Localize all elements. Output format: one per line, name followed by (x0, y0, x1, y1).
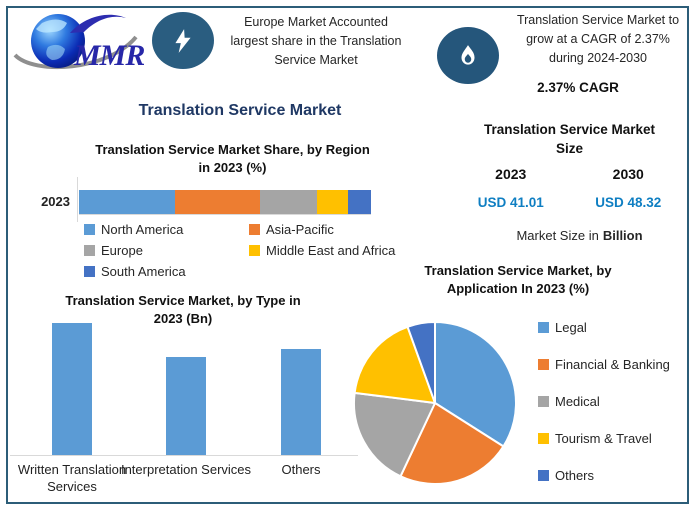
legend-label: Financial & Banking (555, 357, 670, 372)
application-legend: Legal Financial & Banking Medical Tourism &… (538, 320, 688, 490)
pie-legend-item-medical: Medical (538, 394, 600, 409)
legend-item-europe: Europe (84, 243, 186, 258)
pie-slice-tourism-travel (353, 325, 436, 404)
region-stacked-bar (79, 190, 371, 215)
market-size-note-unit: Billion (602, 228, 643, 243)
pie-legend-item-financial-banking: Financial & Banking (538, 357, 670, 372)
market-size-title-line2: Size (555, 141, 583, 156)
highlight-left-line2: largest share in the Translation (230, 34, 402, 48)
region-segment-south-america (347, 190, 371, 214)
legend-label: Middle East and Africa (266, 243, 396, 258)
market-size-values: USD 41.01 USD 48.32 (452, 195, 687, 210)
market-size-title-line1: Translation Service Market (483, 122, 656, 137)
legend-item-middle-east-and-africa: Middle East and Africa (249, 243, 395, 258)
pie-slice-others (406, 321, 436, 404)
type-chart-title-line1: Translation Service Market, by Type in (65, 293, 301, 308)
type-chart-x-labels: Written Translation Services Interpretati… (10, 461, 358, 501)
market-size-years: 2023 2030 (452, 166, 687, 182)
type-x-label-1: Interpretation Services (120, 462, 252, 477)
market-size-note: Market Size in Billion (462, 228, 695, 243)
globe-logo-icon: MMR (13, 14, 145, 72)
legend-label: Medical (555, 394, 600, 409)
application-chart-title: Translation Service Market, by Applicati… (372, 262, 664, 298)
type-chart-title: Translation Service Market, by Type in 2… (18, 292, 348, 328)
type-bar-0 (52, 323, 92, 455)
market-size-note-text: Market Size in (516, 228, 599, 243)
pie-legend-item-legal: Legal (538, 320, 587, 335)
legend-swatch (249, 224, 260, 235)
region-segment-asia-pacific (175, 190, 261, 214)
region-category-label: 2023 (41, 194, 70, 209)
year-2023: 2023 (495, 166, 527, 182)
pie-legend-item-tourism-travel: Tourism & Travel (538, 431, 652, 446)
highlight-left-text: Europe Market Accounted largest share in… (218, 13, 414, 70)
pie-slice-medical (353, 391, 436, 478)
legend-swatch (538, 359, 549, 370)
lightning-icon (152, 12, 214, 69)
legend-swatch (249, 245, 260, 256)
highlight-right-text: Translation Service Market to grow at a … (503, 11, 693, 68)
legend-label: Europe (101, 243, 143, 258)
highlight-right-line1: Translation Service Market to (516, 13, 680, 27)
legend-swatch (538, 322, 549, 333)
value-2030: USD 48.32 (595, 195, 662, 210)
logo-swoosh-gray (13, 35, 138, 70)
market-size-title: Translation Service Market Size (452, 120, 687, 158)
application-chart-title-line2: Application In 2023 (%) (446, 281, 590, 296)
globe-continent (36, 19, 67, 33)
legend-item-asia-pacific: Asia-Pacific (249, 222, 395, 237)
region-chart-title-line1: Translation Service Market Share, by Reg… (95, 142, 370, 157)
pie-legend-item-others: Others (538, 468, 594, 483)
page-title: Translation Service Market (138, 102, 342, 119)
region-chart-title: Translation Service Market Share, by Reg… (60, 141, 405, 177)
legend-label: Others (555, 468, 595, 483)
value-2023: USD 41.01 (477, 195, 544, 210)
application-chart-title-line1: Translation Service Market, by (424, 263, 612, 278)
legend-label: North America (101, 222, 184, 237)
legend-swatch (538, 433, 549, 444)
region-segment-north-america (79, 190, 176, 214)
application-pie (353, 321, 517, 485)
globe-continent (46, 44, 65, 60)
legend-swatch (84, 245, 95, 256)
region-segment-middle-east-and-africa (316, 190, 348, 214)
logo-swoosh-blue (70, 14, 126, 33)
type-x-label-0: Written Translation Services (17, 462, 127, 494)
highlight-right-line3: during 2024-2030 (549, 51, 647, 65)
legend-label: Legal (555, 320, 587, 335)
region-chart-title-line2: in 2023 (%) (198, 160, 267, 175)
flame-icon (437, 27, 499, 84)
cagr-label: 2.37% CAGR (537, 80, 619, 95)
legend-label: South America (101, 264, 186, 279)
type-bar-1 (166, 357, 206, 455)
highlight-left-line1: Europe Market Accounted (244, 15, 388, 29)
mmr-logo: MMR (12, 5, 145, 79)
region-axis-line (77, 177, 78, 222)
logo-text: MMR (73, 39, 144, 72)
region-legend-col1: North America Europe South America (84, 222, 186, 285)
year-2030: 2030 (612, 166, 644, 182)
highlight-right-line2: grow at a CAGR of 2.37% (526, 32, 670, 46)
legend-item-north-america: North America (84, 222, 186, 237)
legend-item-south-america: South America (84, 264, 186, 279)
legend-swatch (538, 470, 549, 481)
legend-swatch (84, 266, 95, 277)
type-chart-title-line2: 2023 (Bn) (153, 311, 213, 326)
highlight-left-line3: Service Market (274, 53, 358, 67)
type-chart-plot (10, 320, 358, 456)
type-bar-2 (281, 349, 321, 455)
region-segment-europe (260, 190, 317, 214)
legend-swatch (538, 396, 549, 407)
legend-swatch (84, 224, 95, 235)
legend-label: Asia-Pacific (266, 222, 334, 237)
legend-label: Tourism & Travel (555, 431, 652, 446)
type-x-label-2: Others (281, 462, 321, 477)
region-legend-col2: Asia-Pacific Middle East and Africa (249, 222, 395, 264)
